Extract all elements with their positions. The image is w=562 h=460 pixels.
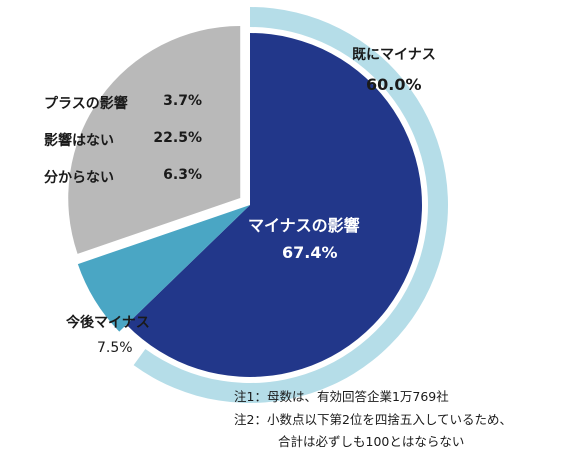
legend-row-value: 6.3%: [163, 167, 202, 183]
legend-row-label: プラスの影響: [44, 96, 128, 112]
note-3: 合計は必ずしも100とはならない: [278, 434, 465, 449]
slice-future-negative: [77, 205, 250, 332]
main-slice-label: マイナスの影響: [248, 216, 360, 235]
legend-row-value: 22.5%: [153, 130, 202, 146]
outer-ring-label: 既にマイナス: [352, 47, 436, 63]
note-2: 注2：小数点以下第2位を四捨五入しているため、: [234, 412, 513, 427]
legend-row-unknown: 分からない 6.3%: [44, 167, 202, 187]
outer-ring-arc: [133, 7, 448, 404]
legend-row-label: 影響はない: [44, 133, 114, 149]
slice-main-negative: [126, 33, 422, 377]
main-slice-value: 67.4%: [282, 243, 338, 262]
future-minus-label: 今後マイナス: [66, 315, 150, 331]
legend-row-plus: プラスの影響 3.7%: [44, 93, 202, 113]
outer-ring-value: 60.0%: [366, 75, 422, 94]
slice-other-group: [68, 26, 241, 254]
future-minus-value: 7.5%: [97, 340, 133, 356]
note-1: 注1：母数は、有効回答企業1万769社: [234, 389, 449, 404]
legend-row-value: 3.7%: [163, 93, 202, 109]
legend-row-label: 分からない: [44, 170, 114, 186]
legend-row-no-effect: 影響はない 22.5%: [44, 130, 202, 150]
